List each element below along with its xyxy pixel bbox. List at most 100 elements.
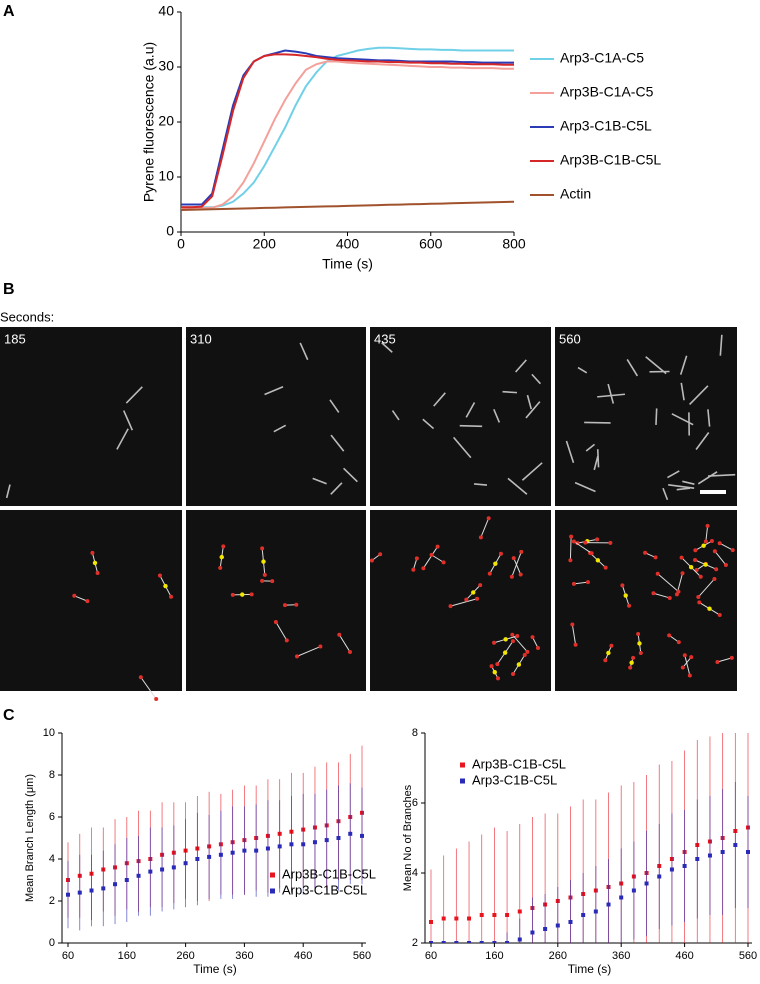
point — [195, 857, 199, 861]
tip — [370, 559, 374, 563]
point — [336, 836, 340, 840]
tip — [706, 524, 710, 528]
tip — [525, 650, 529, 654]
tip — [724, 563, 728, 567]
point — [148, 870, 152, 874]
tip — [490, 664, 494, 668]
legend-label: Arp3B-C1B-C5L — [472, 756, 566, 771]
point — [594, 910, 598, 914]
tip — [627, 604, 631, 608]
tip — [479, 535, 483, 539]
x-tick-label: 260 — [549, 950, 567, 962]
x-tick-label: 400 — [336, 236, 360, 252]
point — [530, 931, 534, 935]
tip — [270, 579, 274, 583]
micrograph: 560 — [555, 327, 737, 506]
point — [231, 851, 235, 855]
tip — [218, 566, 222, 570]
plot-area — [429, 712, 750, 979]
point — [242, 849, 246, 853]
tip — [411, 568, 415, 572]
x-tick-label: 600 — [419, 236, 443, 252]
y-tick-label: 8 — [49, 769, 55, 781]
tip — [590, 551, 594, 555]
timepoint: 435 — [374, 331, 396, 346]
point — [480, 941, 484, 945]
legend-swatch — [460, 779, 465, 784]
tip — [572, 582, 576, 586]
scale-bar — [700, 490, 726, 494]
tip — [519, 573, 523, 577]
tip — [693, 558, 697, 562]
x-tick-label: 560 — [739, 950, 757, 962]
tip — [639, 651, 643, 655]
point — [137, 874, 141, 878]
tip — [510, 575, 514, 579]
y-axis-label: Pyrene fluorescence (a.u) — [141, 42, 157, 202]
point — [78, 891, 82, 895]
y-axis-label: Mean No of Branches — [402, 784, 414, 891]
plot-area — [181, 48, 514, 210]
tip — [569, 535, 573, 539]
x-tick-label: 800 — [502, 236, 526, 252]
tip — [511, 672, 515, 676]
point — [568, 920, 572, 924]
node — [503, 650, 507, 654]
y-tick-label: 2 — [412, 937, 418, 949]
image-panel — [0, 510, 182, 691]
node — [624, 593, 628, 597]
tip — [718, 541, 722, 545]
x-axis-label: Time (s) — [322, 256, 373, 272]
point — [518, 938, 522, 942]
tip — [688, 673, 692, 677]
point — [289, 842, 293, 846]
tip — [221, 544, 225, 548]
x-axis-label: Time (s) — [193, 962, 237, 976]
node — [689, 565, 693, 569]
tip — [572, 539, 576, 543]
caption: Seconds: — [0, 309, 54, 324]
point — [632, 889, 636, 893]
tip — [475, 597, 479, 601]
point — [505, 913, 509, 917]
point — [313, 840, 317, 844]
tip — [604, 566, 608, 570]
tip — [680, 556, 684, 560]
x-tick-label: 360 — [235, 950, 253, 962]
point — [721, 850, 725, 854]
point — [518, 910, 522, 914]
tip — [595, 537, 599, 541]
data-line — [181, 54, 514, 207]
point — [66, 893, 70, 897]
tip — [283, 603, 287, 607]
tip — [348, 650, 352, 654]
tip — [318, 645, 322, 649]
tip — [378, 552, 382, 556]
tip — [85, 599, 89, 603]
legend-label: Arp3B-C1A-C5 — [560, 84, 654, 100]
filament — [503, 392, 517, 393]
node — [701, 543, 705, 547]
x-tick-label: 160 — [118, 950, 136, 962]
point — [543, 927, 547, 931]
tip — [295, 654, 299, 658]
tip — [696, 595, 700, 599]
tip — [260, 579, 264, 583]
point — [219, 853, 223, 857]
legend-swatch — [270, 889, 275, 894]
point — [125, 878, 129, 882]
point — [683, 864, 687, 868]
point — [348, 832, 352, 836]
point — [442, 917, 446, 921]
x-tick-label: 360 — [612, 950, 630, 962]
tip — [714, 567, 718, 571]
point — [113, 882, 117, 886]
tip — [72, 594, 76, 598]
point — [657, 875, 661, 879]
legend-swatch — [270, 873, 275, 878]
micrograph — [186, 510, 366, 691]
data-line — [181, 51, 514, 205]
tip — [285, 638, 289, 642]
point — [172, 865, 176, 869]
tip — [430, 553, 434, 557]
